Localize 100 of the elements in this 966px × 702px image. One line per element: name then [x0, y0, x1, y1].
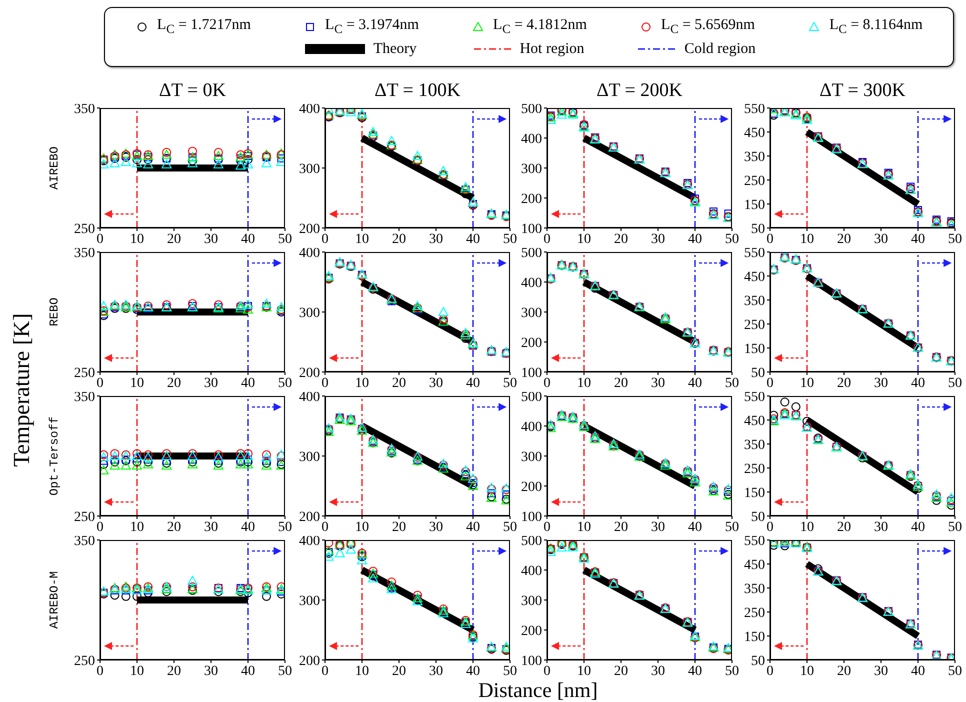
x-tick-label: 50: [725, 520, 739, 535]
y-tick-label: 50: [751, 366, 765, 381]
legend-label: L$_{C}$ = 1.7217nm: [157, 16, 251, 36]
y-tick-label: 550: [744, 534, 765, 549]
y-tick-label: 350: [744, 582, 765, 597]
x-tick-label: 20: [167, 376, 181, 391]
x-tick-label: 0: [544, 232, 550, 247]
y-tick-label: 350: [74, 246, 95, 261]
x-tick-label: 0: [322, 232, 328, 247]
x-tick-label: 10: [577, 664, 591, 679]
x-tick-label: 50: [725, 664, 739, 679]
y-tick-label: 200: [299, 366, 320, 381]
y-tick-label: 300: [521, 306, 542, 321]
x-tick-label: 50: [948, 232, 962, 247]
legend-label: L$_{C}$ = 4.1812nm: [493, 16, 587, 36]
x-tick-label: 50: [948, 664, 962, 679]
x-tick-label: 20: [392, 664, 406, 679]
y-tick-label: 250: [744, 318, 765, 333]
y-tick-label: 150: [744, 342, 765, 357]
x-tick-label: 30: [204, 520, 218, 535]
y-tick-label: 300: [299, 450, 320, 465]
y-tick-label: 300: [521, 594, 542, 609]
y-tick-label: 50: [751, 654, 765, 669]
y-tick-label: 250: [74, 510, 95, 525]
legend-label: Hot region: [520, 40, 584, 58]
x-tick-label: 30: [874, 232, 888, 247]
legend-label: L$_{C}$ = 3.1974nm: [325, 16, 419, 36]
x-tick-label: 20: [837, 520, 851, 535]
y-tick-label: 350: [744, 150, 765, 165]
y-tick-label: 300: [299, 306, 320, 321]
x-tick-label: 40: [911, 520, 925, 535]
x-tick-label: 10: [577, 376, 591, 391]
y-tick-label: 200: [521, 480, 542, 495]
x-tick-label: 10: [130, 664, 144, 679]
x-tick-label: 50: [278, 376, 292, 391]
y-tick-label: 500: [521, 102, 542, 117]
x-tick-label: 50: [503, 520, 517, 535]
y-tick-label: 250: [744, 174, 765, 189]
x-tick-label: 30: [429, 520, 443, 535]
x-tick-label: 20: [167, 520, 181, 535]
y-tick-label: 500: [521, 534, 542, 549]
y-tick-label: 550: [744, 246, 765, 261]
x-tick-label: 10: [355, 520, 369, 535]
y-axis-title: Opt-Tersoff: [47, 416, 62, 496]
y-tick-label: 50: [751, 222, 765, 237]
x-tick-label: 40: [688, 520, 702, 535]
chart-title: ΔT = 200K: [596, 80, 684, 102]
y-tick-label: 400: [521, 420, 542, 435]
x-tick-label: 50: [278, 520, 292, 535]
x-tick-label: 10: [130, 376, 144, 391]
y-tick-label: 350: [74, 390, 95, 405]
y-tick-label: 250: [744, 462, 765, 477]
x-tick-label: 40: [241, 232, 255, 247]
x-tick-label: 0: [766, 520, 774, 535]
chart-title: ΔT = 100K: [374, 80, 462, 102]
y-tick-label: 450: [744, 126, 765, 141]
x-tick-label: 40: [466, 664, 480, 679]
x-tick-label: 10: [577, 520, 591, 535]
chart-title: ΔT = 300K: [818, 80, 906, 102]
x-tick-label: 30: [874, 520, 888, 535]
y-axis-title: AIREBO: [47, 146, 62, 190]
x-tick-label: 50: [725, 232, 739, 247]
y-tick-label: 500: [521, 246, 542, 261]
x-tick-label: 0: [322, 664, 328, 679]
x-tick-label: 40: [466, 376, 480, 391]
x-tick-label: 20: [392, 232, 406, 247]
x-tick-label: 20: [392, 376, 406, 391]
x-tick-label: 40: [241, 376, 255, 391]
x-tick-label: 0: [96, 520, 104, 535]
x-tick-label: 20: [614, 520, 628, 535]
y-tick-label: 350: [74, 102, 95, 117]
x-tick-label: 10: [355, 664, 369, 679]
x-tick-label: 30: [204, 232, 218, 247]
y-tick-label: 300: [521, 450, 542, 465]
x-tick-label: 20: [614, 376, 628, 391]
x-tick-label: 0: [322, 520, 328, 535]
x-tick-label: 0: [544, 664, 550, 679]
x-tick-label: 40: [688, 232, 702, 247]
x-tick-label: 10: [800, 664, 814, 679]
y-tick-label: 450: [744, 414, 765, 429]
y-tick-label: 500: [521, 390, 542, 405]
x-tick-label: 20: [614, 232, 628, 247]
y-tick-label: 300: [521, 162, 542, 177]
x-tick-label: 30: [651, 664, 665, 679]
x-tick-label: 50: [278, 232, 292, 247]
y-tick-label: 300: [299, 162, 320, 177]
y-tick-label: 550: [744, 390, 765, 405]
text: Temperature [K]: [8, 312, 35, 469]
text: Distance [nm]: [477, 678, 599, 702]
y-tick-label: 250: [744, 606, 765, 621]
legend-label: L$_{C}$ = 8.1164nm: [829, 16, 923, 36]
legend-label: L$_{C}$ = 5.6569nm: [661, 16, 755, 36]
x-tick-label: 50: [948, 520, 962, 535]
x-tick-label: 0: [544, 376, 550, 391]
x-tick-label: 50: [503, 664, 517, 679]
legend-label: Cold region: [684, 40, 756, 58]
x-tick-label: 20: [167, 232, 181, 247]
x-tick-label: 20: [837, 664, 851, 679]
y-axis-title: AIREBO-M: [47, 571, 62, 629]
x-tick-label: 40: [911, 376, 925, 391]
